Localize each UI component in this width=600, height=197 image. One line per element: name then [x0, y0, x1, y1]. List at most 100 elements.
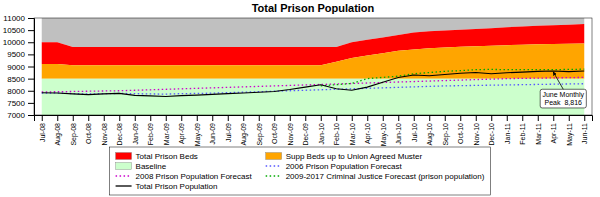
legend: Total Prison Beds Supp Beds up to Union A…: [110, 147, 491, 195]
x-tick: Jan-10: [317, 115, 324, 144]
x-tick: Sep-10: [441, 115, 449, 146]
x-tick-label: Feb-11: [519, 123, 526, 145]
x-tick-mark: [414, 115, 415, 121]
legend-item: 2006 Prison Population Forecast: [266, 162, 403, 171]
x-tick-label: Aug-09: [240, 123, 248, 146]
x-tick-label: Apr-11: [550, 123, 558, 144]
y-tick: 9500: [7, 50, 34, 59]
x-tick-mark: [212, 115, 213, 121]
y-tick: 7500: [7, 99, 34, 108]
x-tick-mark: [243, 115, 244, 121]
x-tick: May-10: [379, 115, 387, 146]
x-tick-label: Feb-09: [147, 123, 154, 145]
x-tick-label: Dec-09: [302, 123, 309, 146]
x-tick-label: Sep-09: [255, 123, 263, 146]
x-tick: Dec-10: [488, 115, 495, 146]
x-tick-label: Sep-10: [441, 123, 449, 146]
chart-container: 700075008000850090009500100001050011000J…: [0, 0, 600, 197]
x-tick-label: Aug-10: [426, 123, 434, 146]
x-tick-mark: [119, 115, 120, 121]
x-tick: Feb-09: [147, 115, 154, 145]
x-tick: Oct-10: [457, 115, 464, 144]
x-tick: Dec-08: [116, 115, 123, 146]
x-tick-mark: [197, 115, 198, 121]
x-tick: Feb-10: [333, 115, 340, 145]
y-tick-mark: [28, 54, 34, 55]
x-tick-label: Dec-10: [488, 123, 495, 146]
x-tick: Apr-11: [550, 115, 558, 144]
x-tick: Dec-09: [302, 115, 309, 146]
legend-item: Total Prison Population: [116, 182, 218, 191]
x-tick: Aug-09: [240, 115, 248, 146]
x-tick-mark: [104, 115, 105, 121]
annotation: June MonthlyPeak 8,816: [540, 72, 586, 108]
legend-label: Baseline: [136, 162, 167, 171]
line-series: [42, 84, 585, 94]
x-tick-mark: [73, 115, 74, 121]
x-tick: Mar-11: [534, 115, 541, 145]
x-tick: Jan-09: [131, 115, 138, 144]
x-tick: Oct-08: [85, 115, 92, 144]
x-tick-label: Jul-08: [38, 123, 45, 142]
x-tick-mark: [538, 115, 539, 121]
x-tick-label: Mar-09: [162, 123, 169, 145]
x-tick: Apr-09: [178, 115, 186, 144]
x-tick: Jul-08: [38, 115, 45, 142]
x-tick: Nov-08: [100, 115, 107, 146]
y-axis-line: [28, 19, 35, 116]
x-tick-mark: [383, 115, 384, 121]
x-tick-mark: [228, 115, 229, 121]
x-tick: Jan-11: [503, 115, 510, 144]
y-tick-mark: [28, 103, 34, 104]
x-tick-mark: [57, 115, 58, 121]
legend-label: 2009-2017 Criminal Justice Forecast (pri…: [286, 172, 485, 181]
x-tick-label: Oct-08: [85, 123, 92, 144]
y-axis: 700075008000850090009500100001050011000: [3, 14, 35, 120]
y-tick-mark: [28, 42, 34, 43]
y-tick-mark: [28, 91, 34, 92]
x-tick-label: Nov-09: [286, 123, 293, 146]
x-tick: Jun-09: [209, 115, 216, 144]
y-tick-label: 10500: [3, 26, 26, 35]
x-tick-label: Jul-10: [410, 123, 417, 142]
y-tick: 10500: [3, 26, 34, 35]
x-tick-mark: [259, 115, 260, 121]
y-tick: 10000: [3, 38, 34, 47]
line-series: [42, 71, 585, 97]
x-tick-mark: [352, 115, 353, 121]
x-tick: Sep-08: [69, 115, 77, 146]
x-tick-label: May-10: [379, 123, 387, 146]
x-tick: May-09: [193, 115, 201, 146]
x-tick-label: Nov-10: [472, 123, 479, 146]
legend-item: Supp Beds up to Union Agreed Muster: [266, 152, 423, 161]
x-tick-label: Oct-09: [271, 123, 278, 144]
x-axis-line: [35, 116, 593, 122]
x-tick: Feb-11: [519, 115, 526, 145]
legend-swatch: [116, 175, 132, 176]
plot-area: [42, 18, 585, 115]
x-tick-label: Mar-10: [348, 123, 355, 145]
chart-svg: 700075008000850090009500100001050011000J…: [0, 0, 600, 197]
y-tick-label: 8000: [7, 87, 25, 96]
x-tick-label: Jun-10: [395, 123, 402, 145]
legend-item: 2009-2017 Criminal Justice Forecast (pri…: [266, 172, 485, 181]
x-tick-label: May-09: [193, 123, 201, 146]
x-tick: Aug-08: [54, 115, 62, 146]
x-tick-label: Jan-11: [503, 123, 510, 144]
annotation-line: Peak 8,816: [545, 99, 582, 106]
legend-label: 2006 Prison Population Forecast: [286, 162, 403, 171]
x-tick: May-11: [565, 115, 573, 146]
legend-swatch: [266, 165, 282, 166]
x-tick-mark: [569, 115, 570, 121]
legend-swatch: [266, 175, 282, 176]
y-tick-label: 7000: [7, 111, 25, 120]
legend-frame: [110, 147, 491, 195]
x-tick: Jul-09: [224, 115, 231, 142]
x-tick: Aug-10: [426, 115, 434, 146]
y-tick: 8000: [7, 87, 34, 96]
x-tick-mark: [135, 115, 136, 121]
annotation-box: [540, 89, 586, 108]
legend-label: Total Prison Beds: [136, 152, 198, 161]
y-tick-mark: [28, 18, 34, 19]
x-tick-label: Jan-09: [131, 123, 138, 145]
